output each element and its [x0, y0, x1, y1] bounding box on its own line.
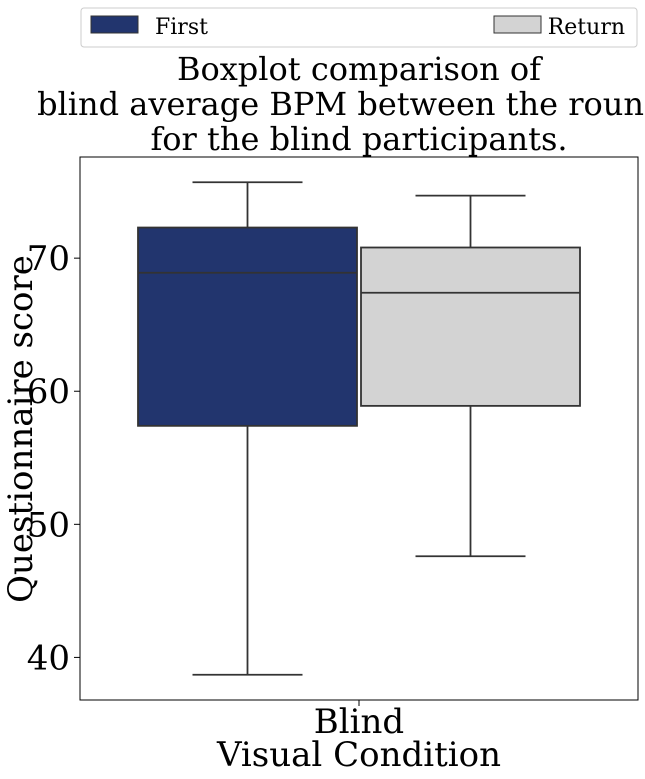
title-line-2: blind average BPM between the rounds: [37, 85, 645, 123]
y-tick-label: 70: [27, 239, 70, 279]
y-tick-label: 60: [27, 372, 70, 412]
x-axis-label: Visual Condition: [216, 735, 501, 775]
box-first: [137, 181, 358, 676]
y-axis: 40 50 60 70: [27, 239, 80, 678]
legend-label-first: First: [155, 15, 208, 40]
x-tick-label-blind: Blind: [314, 702, 404, 742]
box-iqr: [360, 246, 581, 407]
y-axis-label: Questionnaire score: [1, 255, 41, 603]
y-tick-label: 50: [27, 505, 70, 545]
chart-title: Boxplot comparison of blind average BPM …: [37, 50, 645, 158]
legend-label-return: Return: [548, 15, 625, 40]
title-line-1: Boxplot comparison of: [177, 50, 543, 88]
box-iqr: [137, 226, 358, 427]
y-tick-label: 40: [27, 638, 70, 678]
box-return: [360, 194, 581, 558]
legend-swatch-return: [493, 15, 542, 34]
legend: First Return: [80, 7, 638, 48]
legend-swatch-first: [90, 15, 139, 34]
title-line-3: for the blind participants.: [150, 120, 567, 158]
